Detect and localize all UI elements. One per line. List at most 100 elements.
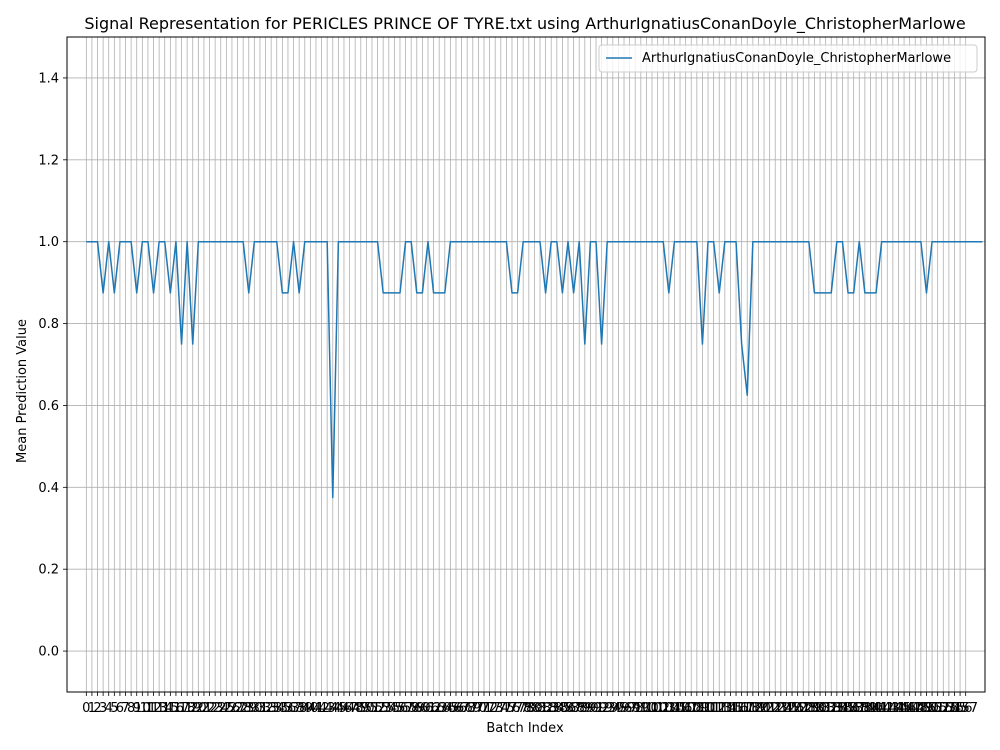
- chart-title: Signal Representation for PERICLES PRINC…: [84, 14, 965, 34]
- y-axis-label: Mean Prediction Value: [15, 319, 30, 463]
- x-tick-label: 146: [892, 701, 917, 716]
- x-tick-label: 42: [313, 701, 330, 716]
- x-tick-label: 137: [841, 701, 866, 716]
- x-tick-label: 31: [252, 701, 269, 716]
- x-tick-label: 150: [914, 701, 939, 716]
- x-tick-label: 119: [740, 701, 765, 716]
- x-tick-label: 141: [864, 701, 889, 716]
- x-tick-label: 2: [93, 701, 101, 716]
- x-tick-label: 59: [409, 701, 426, 716]
- x-tick-label: 88: [571, 701, 588, 716]
- x-tick-label: 130: [802, 701, 827, 716]
- x-tick-label: 56: [392, 701, 409, 716]
- x-tick-label: 97: [621, 701, 638, 716]
- x-axis: 0123456789101112131415161718192021222324…: [82, 692, 978, 716]
- x-tick-label: 52: [369, 701, 386, 716]
- y-tick-label: 1.2: [38, 153, 59, 168]
- x-tick-label: 75: [498, 701, 515, 716]
- x-tick-label: 111: [696, 701, 721, 716]
- x-tick-label: 70: [470, 701, 487, 716]
- x-tick-label: 27: [229, 701, 246, 716]
- x-tick-label: 114: [712, 701, 737, 716]
- x-tick-label: 125: [774, 701, 799, 716]
- x-tick-label: 67: [453, 701, 470, 716]
- x-tick-label: 155: [942, 701, 967, 716]
- x-tick-label: 66: [448, 701, 465, 716]
- x-tick-label: 30: [246, 701, 263, 716]
- x-tick-label: 93: [599, 701, 616, 716]
- x-tick-label: 24: [212, 701, 229, 716]
- x-tick-label: 49: [352, 701, 369, 716]
- x-tick-label: 32: [257, 701, 274, 716]
- x-tick-label: 105: [662, 701, 687, 716]
- x-tick-label: 53: [375, 701, 392, 716]
- x-tick-label: 103: [651, 701, 676, 716]
- x-tick-label: 71: [476, 701, 493, 716]
- x-tick-label: 58: [403, 701, 420, 716]
- plot-area: [66, 36, 986, 693]
- x-tick-label: 135: [830, 701, 855, 716]
- x-tick-label: 68: [459, 701, 476, 716]
- x-tick-label: 18: [179, 701, 196, 716]
- x-tick-label: 133: [819, 701, 844, 716]
- y-tick-label: 0.8: [38, 317, 59, 332]
- x-tick-label: 118: [735, 701, 760, 716]
- x-tick-label: 99: [633, 701, 650, 716]
- x-tick-label: 17: [173, 701, 190, 716]
- x-tick-label: 3: [99, 701, 107, 716]
- x-tick-label: 40: [302, 701, 319, 716]
- x-tick-label: 14: [156, 701, 173, 716]
- x-tick-label: 26: [224, 701, 241, 716]
- x-tick-label: 25: [218, 701, 235, 716]
- x-tick-label: 33: [263, 701, 280, 716]
- x-tick-label: 6: [116, 701, 124, 716]
- x-tick-label: 144: [880, 701, 905, 716]
- x-tick-label: 110: [690, 701, 715, 716]
- x-tick-label: 121: [752, 701, 777, 716]
- y-axis: 0.0 0.2 0.4 0.6 0.8 1.0 1.2 1.4: [38, 71, 67, 660]
- x-tick-label: 55: [386, 701, 403, 716]
- x-tick-label: 23: [207, 701, 224, 716]
- x-tick-label: 74: [493, 701, 510, 716]
- x-tick-label: 143: [875, 701, 900, 716]
- x-tick-label: 78: [515, 701, 532, 716]
- x-tick-label: 86: [560, 701, 577, 716]
- x-tick-label: 35: [274, 701, 291, 716]
- x-tick-label: 28: [235, 701, 252, 716]
- x-tick-label: 81: [532, 701, 549, 716]
- x-tick-label: 21: [196, 701, 213, 716]
- x-tick-label: 54: [381, 701, 398, 716]
- x-tick-label: 153: [931, 701, 956, 716]
- x-tick-label: 57: [397, 701, 414, 716]
- x-tick-label: 112: [701, 701, 726, 716]
- x-tick-label: 107: [673, 701, 698, 716]
- y-tick-label: 1.4: [38, 71, 59, 86]
- legend: ArthurIgnatiusConanDoyle_ChristopherMarl…: [598, 44, 978, 73]
- x-tick-label: 16: [168, 701, 185, 716]
- x-tick-label: 36: [280, 701, 297, 716]
- x-tick-label: 124: [768, 701, 793, 716]
- x-tick-label: 46: [336, 701, 353, 716]
- x-tick-label: 106: [668, 701, 693, 716]
- x-tick-label: 134: [824, 701, 849, 716]
- x-tick-label: 102: [645, 701, 670, 716]
- x-tick-label: 117: [729, 701, 754, 716]
- x-tick-label: 149: [908, 701, 933, 716]
- x-tick-label: 108: [679, 701, 704, 716]
- y-tick-label: 0.6: [38, 399, 59, 414]
- x-tick-label: 85: [554, 701, 571, 716]
- x-tick-label: 72: [481, 701, 498, 716]
- x-tick-label: 44: [324, 701, 341, 716]
- legend-frame: [598, 44, 978, 73]
- x-tick-label: 62: [425, 701, 442, 716]
- x-tick-label: 20: [190, 701, 207, 716]
- x-tick-label: 47: [341, 701, 358, 716]
- series-line: [86, 240, 983, 499]
- x-tick-label: 43: [319, 701, 336, 716]
- x-tick-label: 139: [852, 701, 877, 716]
- x-tick-label: 48: [347, 701, 364, 716]
- x-tick-label: 8: [127, 701, 135, 716]
- x-tick-label: 116: [724, 701, 749, 716]
